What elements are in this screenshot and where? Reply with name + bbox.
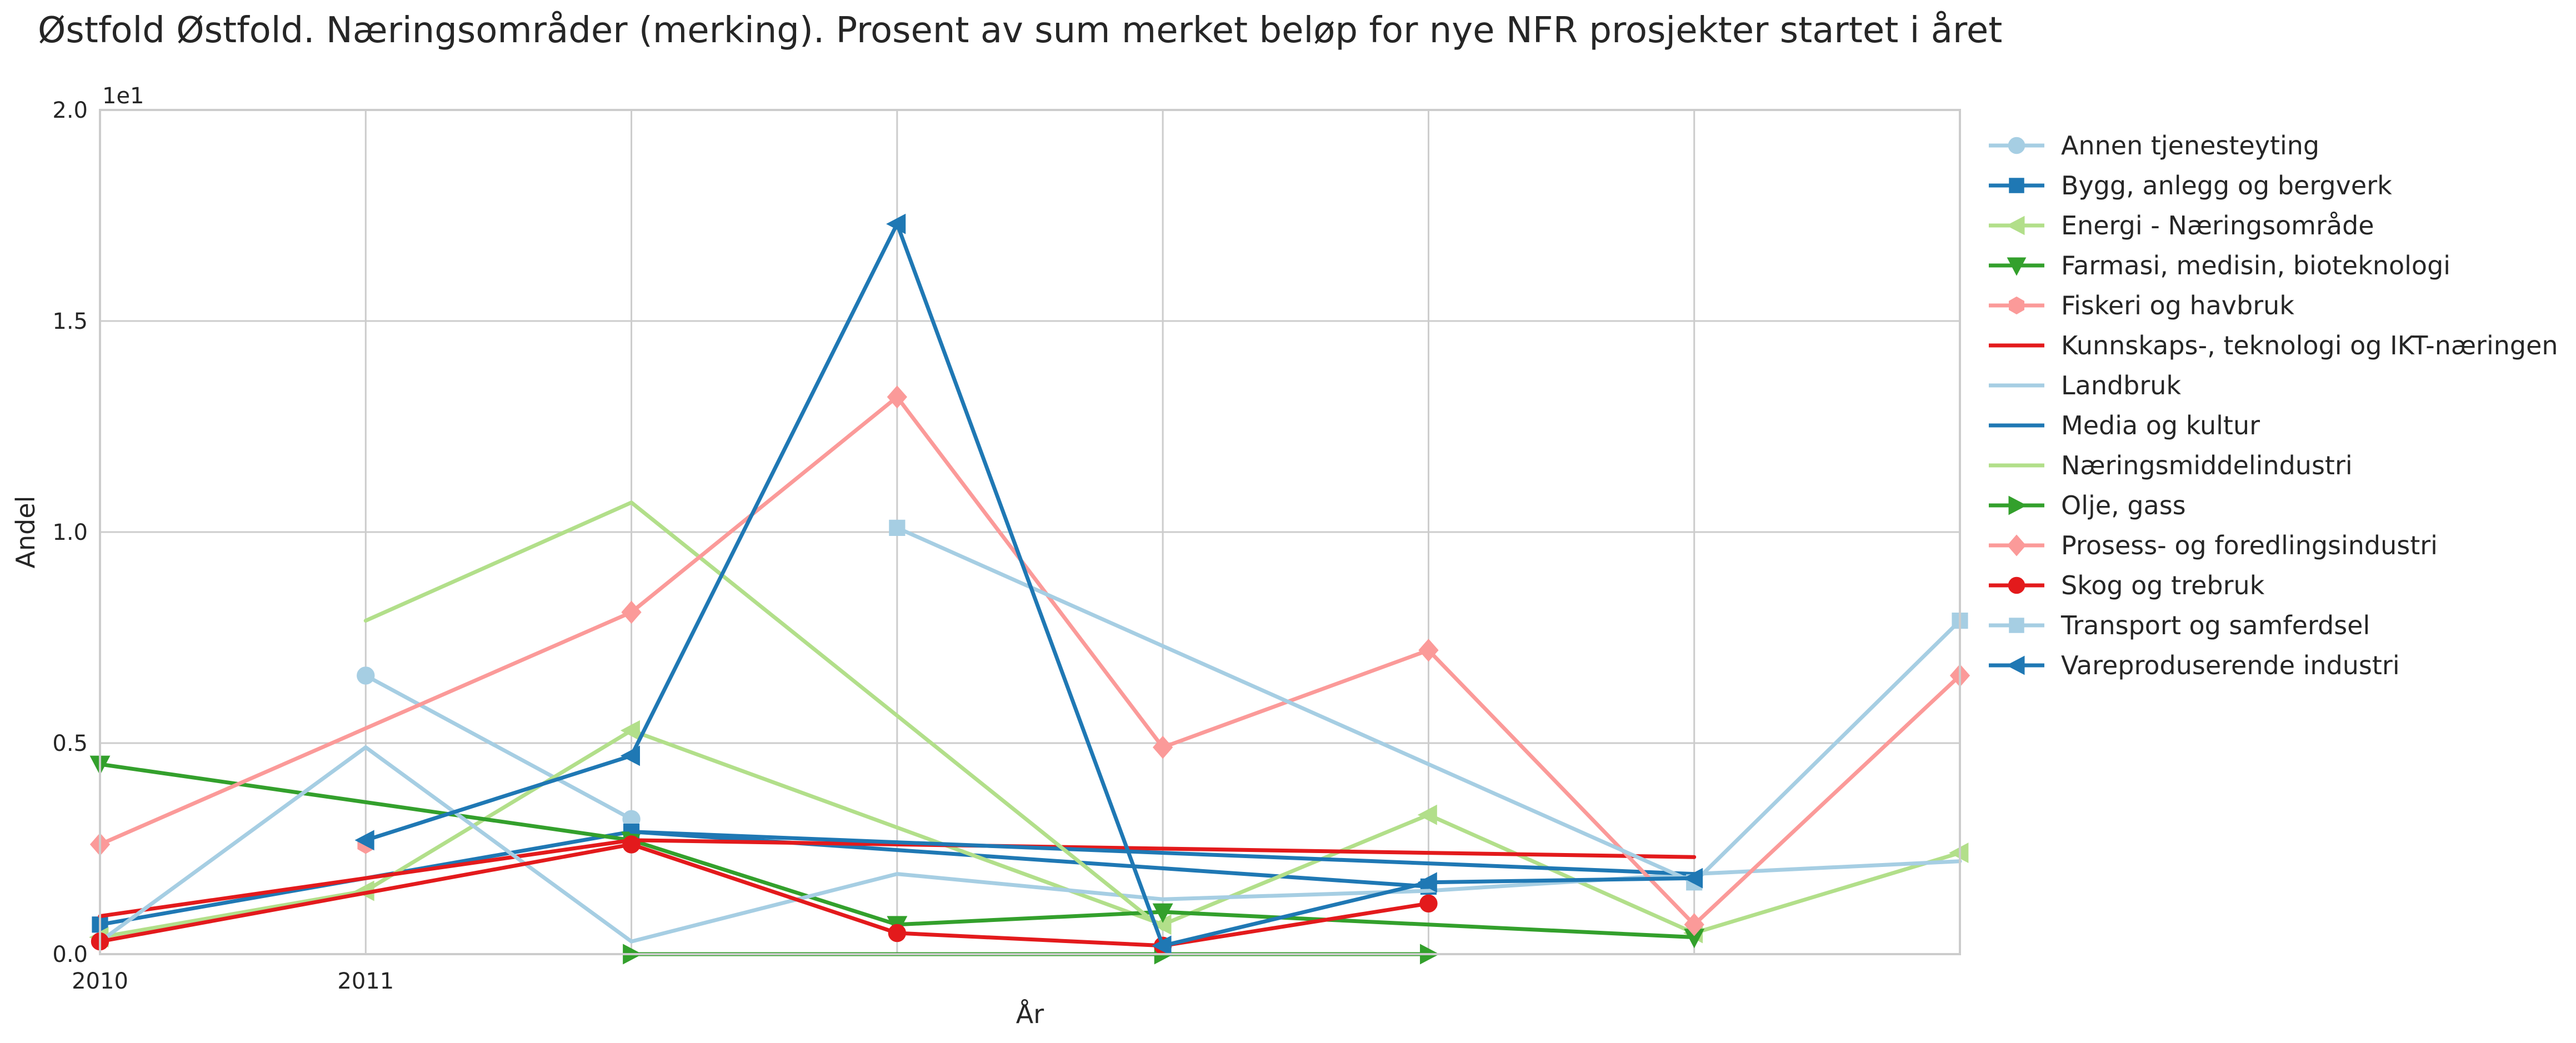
data-point-marker <box>2008 495 2027 515</box>
legend-label: Kunnskaps-, teknologi og IKT-næringen <box>2061 330 2558 360</box>
legend-entry: Prosess- og foredlingsindustri <box>1989 530 2438 560</box>
data-point-marker <box>2008 137 2025 154</box>
series-7 <box>629 830 1697 876</box>
gridlines <box>99 109 1961 955</box>
y-axis-ticks: 0.0 0.5 1.0 1.5 2.0 <box>52 98 88 967</box>
series-13 <box>354 213 1703 956</box>
series-8 <box>363 500 1165 931</box>
data-point-marker <box>357 666 375 685</box>
legend-label: Fiskeri og havbruk <box>2061 290 2294 320</box>
x-tick-label: 2011 <box>337 969 394 994</box>
legend-entry: Kunnskaps-, teknologi og IKT-næringen <box>1989 330 2558 360</box>
x-axis-label: År <box>1016 999 1044 1029</box>
series-lines <box>89 213 1970 965</box>
data-point-marker <box>1417 872 1437 893</box>
legend-label: Transport og samferdsel <box>2060 610 2370 640</box>
data-point-marker <box>2007 534 2027 556</box>
data-point-marker <box>2006 655 2025 675</box>
data-point-marker <box>889 519 906 536</box>
legend-label: Skog og trebruk <box>2061 570 2265 600</box>
data-point-marker <box>1684 913 1704 936</box>
y-tick-label: 0.0 <box>52 942 88 967</box>
series-line <box>363 222 1697 948</box>
y-axis-offset-text: 1e1 <box>102 83 144 109</box>
legend-entry: Farmasi, medisin, bioteknologi <box>1989 250 2450 280</box>
data-point-marker <box>2006 215 2025 235</box>
data-point-marker <box>1419 894 1438 913</box>
y-tick-label: 2.0 <box>52 98 88 123</box>
data-point-marker <box>1152 935 1172 956</box>
legend-label: Annen tjenesteyting <box>2061 131 2319 161</box>
data-point-marker <box>354 830 374 851</box>
legend: Annen tjenesteyting Bygg, anlegg og bergv… <box>1989 131 2558 680</box>
legend-entry: Næringsmiddelindustri <box>1989 450 2353 480</box>
plot-frame <box>99 109 1961 955</box>
y-axis-label: Andel <box>11 496 41 569</box>
data-point-marker <box>2008 576 2025 594</box>
legend-label: Landbruk <box>2061 370 2181 400</box>
legend-entry: Bygg, anlegg og bergverk <box>1989 171 2392 200</box>
legend-entry: Annen tjenesteyting <box>1989 131 2319 161</box>
series-line <box>363 673 634 821</box>
legend-label: Prosess- og foredlingsindustri <box>2061 530 2438 560</box>
data-point-marker <box>887 385 907 409</box>
data-point-marker <box>620 745 640 766</box>
series-line <box>98 728 1962 940</box>
legend-entry: Energi - Næringsområde <box>1989 210 2374 240</box>
data-point-marker <box>620 720 640 741</box>
data-point-marker <box>1417 804 1437 825</box>
data-point-marker <box>621 600 642 624</box>
data-point-marker <box>2007 257 2027 276</box>
series-line <box>363 500 1165 931</box>
legend-label: Farmasi, medisin, bioteknologi <box>2061 250 2450 280</box>
data-point-marker <box>1153 735 1173 759</box>
legend-label: Media og kultur <box>2061 410 2260 440</box>
data-point-marker <box>888 924 907 942</box>
data-point-marker <box>886 213 906 234</box>
data-point-marker <box>1152 903 1173 923</box>
data-point-marker <box>2009 618 2024 633</box>
y-tick-label: 1.0 <box>52 520 88 545</box>
legend-entry: Media og kultur <box>1989 410 2260 440</box>
y-tick-label: 1.5 <box>52 309 88 334</box>
chart-title: Østfold Østfold. Næringsområder (merking… <box>38 10 2002 51</box>
data-point-marker <box>2009 296 2024 315</box>
series-line <box>629 830 1697 876</box>
legend-entry: Landbruk <box>1989 370 2181 400</box>
series-0 <box>357 666 641 829</box>
data-point-marker <box>1418 639 1439 662</box>
data-point-marker <box>2009 178 2024 193</box>
series-10 <box>89 385 1970 936</box>
legend-entry: Fiskeri og havbruk <box>1989 290 2294 320</box>
legend-label: Vareproduserende industri <box>2061 650 2400 680</box>
legend-entry: Transport og samferdsel <box>1989 610 2370 640</box>
data-point-marker <box>622 835 641 854</box>
series-line <box>98 830 1430 927</box>
x-tick-label: 2010 <box>72 969 128 994</box>
legend-label: Bygg, anlegg og bergverk <box>2061 171 2392 200</box>
data-point-marker <box>1683 868 1703 889</box>
legend-label: Næringsmiddelindustri <box>2061 450 2353 480</box>
legend-label: Energi - Næringsområde <box>2061 210 2374 240</box>
legend-entry: Vareproduserende industri <box>1989 650 2400 680</box>
legend-entry: Skog og trebruk <box>1989 570 2265 600</box>
x-axis-ticks: 2010 2011 <box>72 969 394 994</box>
legend-entry: Olje, gass <box>1989 490 2186 520</box>
legend-label: Olje, gass <box>2061 490 2186 520</box>
y-tick-label: 0.5 <box>52 731 88 756</box>
